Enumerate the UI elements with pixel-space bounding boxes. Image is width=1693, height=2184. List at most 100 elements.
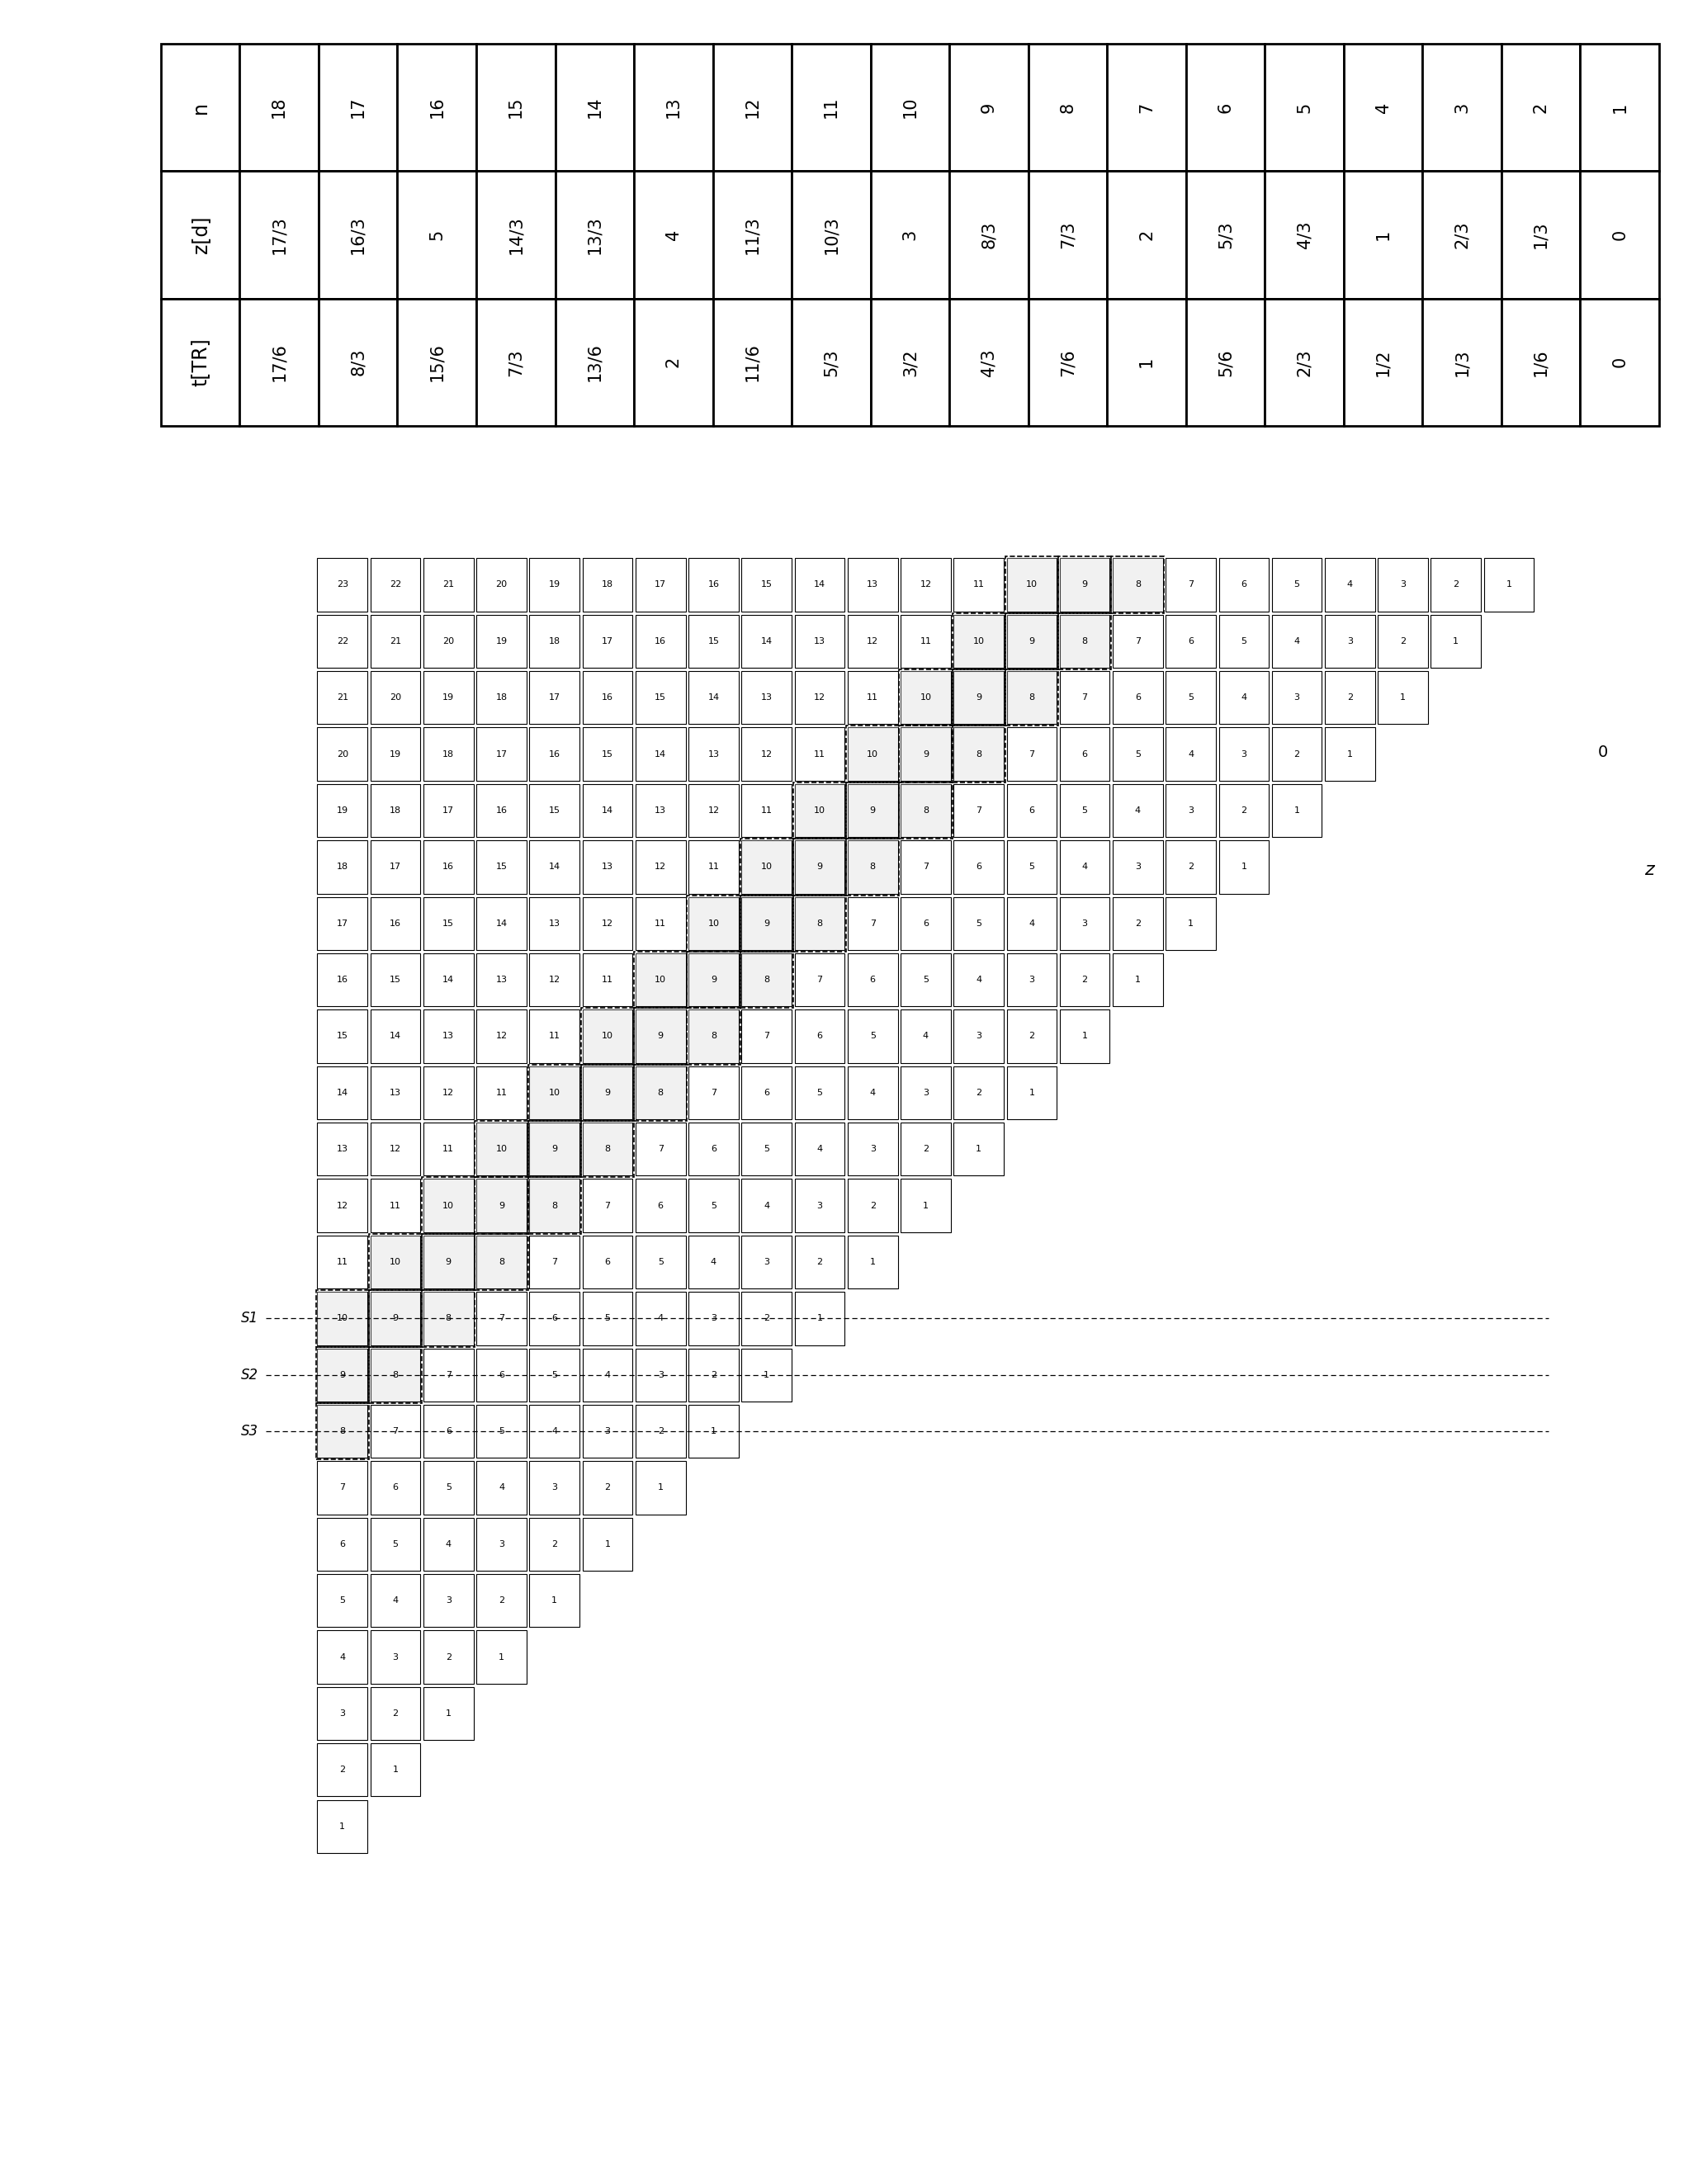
Text: 1: 1 bbox=[604, 1540, 611, 1548]
FancyBboxPatch shape bbox=[848, 952, 897, 1007]
FancyBboxPatch shape bbox=[689, 1066, 738, 1118]
Text: 3: 3 bbox=[340, 1710, 345, 1717]
Text: 12: 12 bbox=[389, 1144, 401, 1153]
Bar bbox=[848, 727, 897, 780]
FancyBboxPatch shape bbox=[1112, 898, 1163, 950]
Text: 10: 10 bbox=[902, 96, 918, 118]
Bar bbox=[581, 1009, 635, 1064]
Text: 15: 15 bbox=[760, 581, 772, 590]
FancyBboxPatch shape bbox=[1326, 727, 1375, 780]
Text: 3: 3 bbox=[1348, 638, 1353, 644]
Text: 8: 8 bbox=[1060, 103, 1077, 114]
FancyBboxPatch shape bbox=[1431, 614, 1481, 668]
Text: 8: 8 bbox=[764, 976, 770, 985]
Text: 18: 18 bbox=[271, 96, 288, 118]
FancyBboxPatch shape bbox=[635, 1461, 686, 1514]
Text: 12: 12 bbox=[708, 806, 720, 815]
FancyBboxPatch shape bbox=[689, 1009, 738, 1064]
Bar bbox=[582, 1066, 633, 1118]
Bar bbox=[318, 44, 398, 170]
FancyBboxPatch shape bbox=[582, 1293, 633, 1345]
Bar bbox=[792, 44, 870, 170]
Text: 10: 10 bbox=[867, 749, 879, 758]
FancyBboxPatch shape bbox=[1166, 841, 1216, 893]
Bar bbox=[528, 1064, 581, 1120]
Text: 13: 13 bbox=[549, 919, 560, 928]
Text: 8: 8 bbox=[393, 1372, 398, 1378]
Text: 3: 3 bbox=[764, 1258, 770, 1267]
Text: 9: 9 bbox=[657, 1033, 664, 1040]
Text: 15: 15 bbox=[708, 638, 720, 644]
FancyBboxPatch shape bbox=[742, 952, 792, 1007]
FancyBboxPatch shape bbox=[1378, 670, 1427, 725]
FancyBboxPatch shape bbox=[371, 670, 420, 725]
FancyBboxPatch shape bbox=[1112, 614, 1163, 668]
FancyBboxPatch shape bbox=[742, 784, 792, 836]
FancyBboxPatch shape bbox=[371, 952, 420, 1007]
FancyBboxPatch shape bbox=[689, 898, 738, 950]
FancyBboxPatch shape bbox=[1219, 841, 1268, 893]
Text: 13: 13 bbox=[760, 695, 772, 701]
Bar bbox=[1422, 44, 1502, 170]
Text: 5: 5 bbox=[975, 919, 982, 928]
Text: 6: 6 bbox=[1217, 103, 1234, 114]
Text: 6: 6 bbox=[393, 1483, 398, 1492]
Text: 0: 0 bbox=[1612, 356, 1629, 367]
FancyBboxPatch shape bbox=[953, 1123, 1004, 1175]
FancyBboxPatch shape bbox=[530, 1179, 579, 1232]
Text: 2: 2 bbox=[552, 1540, 557, 1548]
Text: 3: 3 bbox=[1082, 919, 1087, 928]
Text: 3: 3 bbox=[393, 1653, 398, 1662]
FancyBboxPatch shape bbox=[371, 1743, 420, 1797]
FancyBboxPatch shape bbox=[1326, 670, 1375, 725]
Text: 1: 1 bbox=[1293, 806, 1300, 815]
FancyBboxPatch shape bbox=[742, 559, 792, 612]
Text: 4: 4 bbox=[340, 1653, 345, 1662]
FancyBboxPatch shape bbox=[742, 670, 792, 725]
FancyBboxPatch shape bbox=[635, 1009, 686, 1064]
Text: 3: 3 bbox=[1241, 749, 1246, 758]
FancyBboxPatch shape bbox=[423, 1066, 474, 1118]
Text: 2: 2 bbox=[1188, 863, 1194, 871]
FancyBboxPatch shape bbox=[371, 1575, 420, 1627]
FancyBboxPatch shape bbox=[530, 1575, 579, 1627]
Bar bbox=[1058, 614, 1111, 670]
FancyBboxPatch shape bbox=[582, 784, 633, 836]
Text: 15: 15 bbox=[655, 695, 667, 701]
FancyBboxPatch shape bbox=[1166, 670, 1216, 725]
FancyBboxPatch shape bbox=[317, 1404, 367, 1459]
Bar bbox=[1107, 299, 1187, 426]
FancyBboxPatch shape bbox=[530, 1518, 579, 1570]
FancyBboxPatch shape bbox=[1271, 670, 1322, 725]
FancyBboxPatch shape bbox=[742, 727, 792, 780]
Text: 5/3: 5/3 bbox=[1217, 221, 1234, 249]
Text: 3: 3 bbox=[1029, 976, 1034, 985]
FancyBboxPatch shape bbox=[635, 1123, 686, 1175]
FancyBboxPatch shape bbox=[582, 1404, 633, 1459]
FancyBboxPatch shape bbox=[848, 841, 897, 893]
FancyBboxPatch shape bbox=[742, 1293, 792, 1345]
FancyBboxPatch shape bbox=[530, 559, 579, 612]
Text: 16: 16 bbox=[389, 919, 401, 928]
FancyBboxPatch shape bbox=[317, 1518, 367, 1570]
FancyBboxPatch shape bbox=[582, 670, 633, 725]
Bar bbox=[476, 1179, 527, 1232]
FancyBboxPatch shape bbox=[1007, 1066, 1056, 1118]
Text: 4: 4 bbox=[552, 1426, 557, 1435]
Text: 6: 6 bbox=[1029, 806, 1034, 815]
Bar bbox=[792, 839, 846, 895]
FancyBboxPatch shape bbox=[530, 1009, 579, 1064]
FancyBboxPatch shape bbox=[1060, 1009, 1111, 1064]
Text: 2: 2 bbox=[1241, 806, 1246, 815]
Text: 4: 4 bbox=[1082, 863, 1087, 871]
Text: 2: 2 bbox=[764, 1315, 770, 1324]
Text: 3: 3 bbox=[1134, 863, 1141, 871]
Text: 7: 7 bbox=[1138, 103, 1155, 114]
Text: z: z bbox=[1644, 863, 1654, 878]
Text: 4: 4 bbox=[764, 1201, 770, 1210]
Text: 5: 5 bbox=[923, 976, 928, 985]
Text: 7: 7 bbox=[975, 806, 982, 815]
Text: 6: 6 bbox=[604, 1258, 611, 1267]
Text: 9: 9 bbox=[445, 1258, 452, 1267]
Text: 1: 1 bbox=[816, 1315, 823, 1324]
